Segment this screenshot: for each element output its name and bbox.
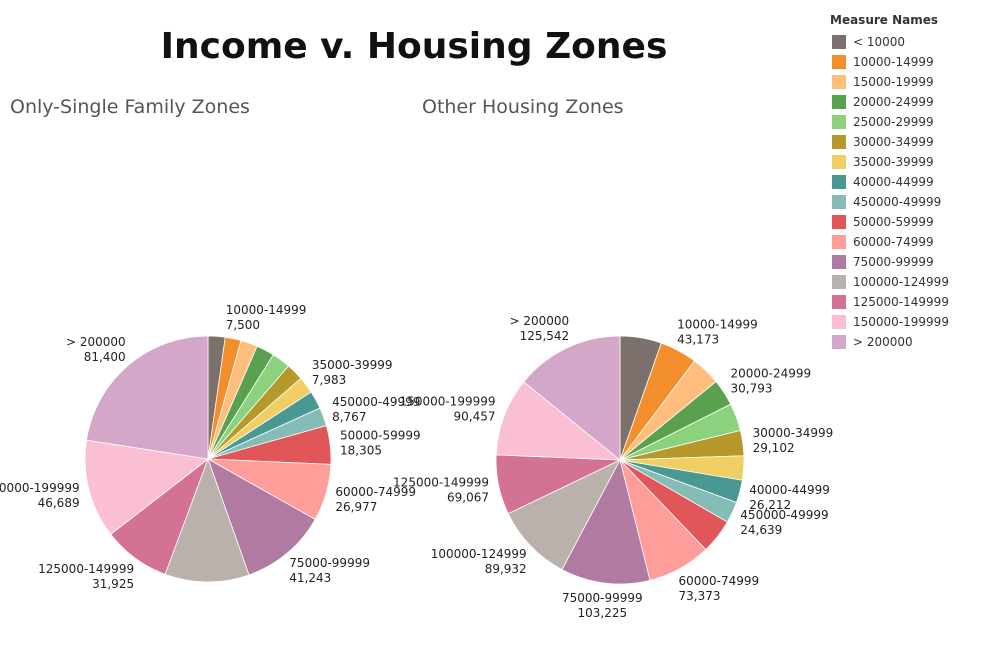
slice-label: 75000-99999 103,225 <box>562 591 643 620</box>
legend-item[interactable]: 15000-19999 <box>830 72 949 92</box>
slice-label: > 200000 81,400 <box>66 335 126 364</box>
legend-label: > 200000 <box>853 335 913 349</box>
slice-label: 60000-74999 26,977 <box>335 485 416 514</box>
legend-label: 40000-44999 <box>853 175 934 189</box>
legend-item[interactable]: 20000-24999 <box>830 92 949 112</box>
legend-title: Measure Names <box>830 13 939 27</box>
legend-label: 15000-19999 <box>853 75 934 89</box>
pie-slice[interactable] <box>86 335 209 460</box>
legend-swatch <box>832 55 846 69</box>
legend-label: 150000-199999 <box>853 315 949 329</box>
legend-label: 100000-124999 <box>853 275 949 289</box>
legend-item[interactable]: < 10000 <box>830 32 949 52</box>
legend-label: 20000-24999 <box>853 95 934 109</box>
pie-slice[interactable] <box>84 439 209 535</box>
legend-label: 10000-14999 <box>853 55 934 69</box>
legend-label: 125000-149999 <box>853 295 949 309</box>
pie-slice[interactable] <box>207 458 316 576</box>
pie-slice[interactable] <box>561 458 651 585</box>
legend-swatch <box>832 255 846 269</box>
legend-swatch <box>832 115 846 129</box>
slice-label: > 200000 125,542 <box>510 314 570 343</box>
legend-item[interactable]: 75000-99999 <box>830 252 949 272</box>
slice-label: 35000-39999 7,983 <box>312 358 393 387</box>
legend-item[interactable]: 25000-29999 <box>830 112 949 132</box>
legend-item[interactable]: 10000-14999 <box>830 52 949 72</box>
slice-label: 10000-14999 7,500 <box>226 303 307 332</box>
slice-label: 10000-14999 43,173 <box>677 317 758 346</box>
legend-label: 60000-74999 <box>853 235 934 249</box>
legend: Measure Names < 10000 10000-14999 15000-19… <box>830 13 949 352</box>
legend-swatch <box>832 235 846 249</box>
legend-swatch <box>832 135 846 149</box>
legend-swatch <box>832 155 846 169</box>
legend-item[interactable]: 30000-34999 <box>830 132 949 152</box>
pie-title-other-housing: Other Housing Zones <box>422 96 624 118</box>
pie-title-single-family: Only-Single Family Zones <box>10 96 250 118</box>
legend-swatch <box>832 175 846 189</box>
pie-slice[interactable] <box>495 381 622 461</box>
legend-label: 450000-49999 <box>853 195 942 209</box>
pie-slice[interactable] <box>523 335 621 461</box>
legend-item[interactable]: 100000-124999 <box>830 272 949 292</box>
legend-label: 30000-34999 <box>853 135 934 149</box>
legend-item[interactable]: 50000-59999 <box>830 212 949 232</box>
legend-swatch <box>832 95 846 109</box>
slice-label: 30000-34999 29,102 <box>753 426 834 455</box>
slice-label: 125000-149999 69,067 <box>393 475 489 504</box>
legend-swatch <box>832 75 846 89</box>
slice-label: 100000-124999 89,932 <box>431 547 527 576</box>
legend-item[interactable]: 60000-74999 <box>830 232 949 252</box>
slice-label: 60000-74999 73,373 <box>679 574 760 603</box>
slice-label: 20000-24999 30,793 <box>731 367 812 396</box>
legend-swatch <box>832 295 846 309</box>
legend-item[interactable]: 40000-44999 <box>830 172 949 192</box>
slice-label: 75000-99999 41,243 <box>289 556 370 585</box>
pie-slice[interactable] <box>164 457 250 583</box>
slice-label: 450000-49999 8,767 <box>332 395 420 424</box>
legend-items: < 10000 10000-14999 15000-19999 20000-24999… <box>830 32 949 352</box>
legend-label: 75000-99999 <box>853 255 934 269</box>
legend-swatch <box>832 195 846 209</box>
pie-other-housing: 10000-14999 43,173 20000-24999 30,793 30000-… <box>393 314 833 620</box>
legend-item[interactable]: 35000-39999 <box>830 152 949 172</box>
legend-item[interactable]: 125000-149999 <box>830 292 949 312</box>
slice-label: 125000-149999 31,925 <box>38 562 134 591</box>
legend-label: 35000-39999 <box>853 155 934 169</box>
slice-label: 40000-44999 26,212 <box>749 483 830 512</box>
legend-swatch <box>832 275 846 289</box>
chart-title: Income v. Housing Zones <box>160 26 668 67</box>
legend-item[interactable]: > 200000 <box>830 332 949 352</box>
slice-label: 50000-59999 18,305 <box>340 428 421 457</box>
legend-swatch <box>832 215 846 229</box>
legend-item[interactable]: 450000-49999 <box>830 192 949 212</box>
legend-label: < 10000 <box>853 35 906 49</box>
legend-item[interactable]: 150000-199999 <box>830 312 949 332</box>
legend-label: 50000-59999 <box>853 215 934 229</box>
pie-slice[interactable] <box>507 459 621 571</box>
legend-swatch <box>832 35 846 49</box>
slice-label: 450000-49999 24,639 <box>740 508 828 537</box>
legend-swatch <box>832 335 846 349</box>
legend-label: 25000-29999 <box>853 115 934 129</box>
legend-swatch <box>832 315 846 329</box>
slice-label: 150000-199999 90,457 <box>400 394 496 423</box>
